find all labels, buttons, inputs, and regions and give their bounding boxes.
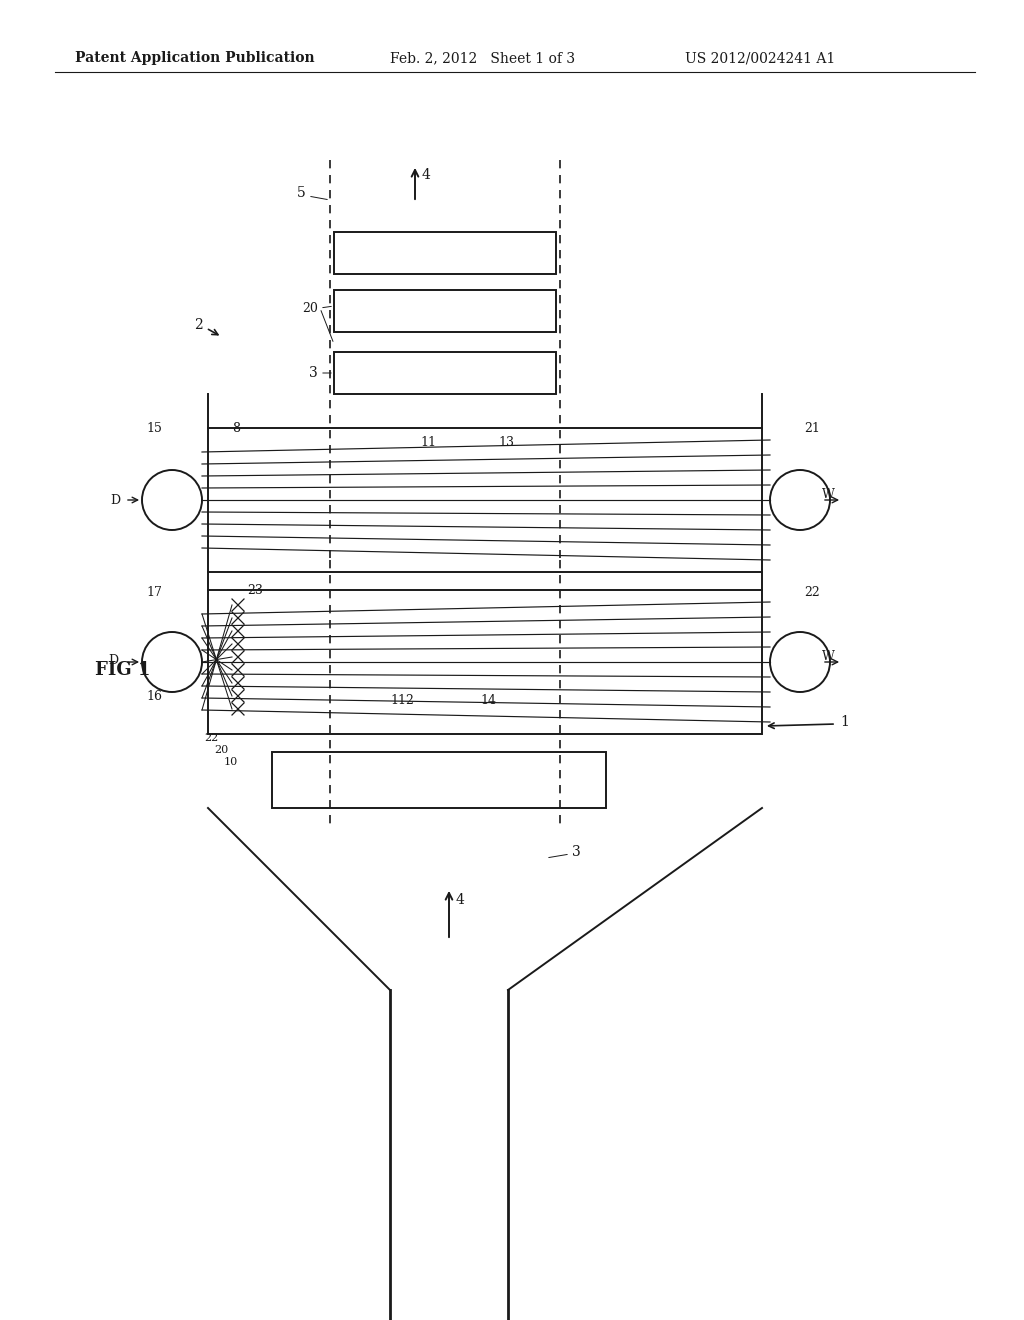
Text: 21: 21 bbox=[804, 421, 820, 434]
Text: W: W bbox=[822, 488, 835, 502]
Text: US 2012/0024241 A1: US 2012/0024241 A1 bbox=[685, 51, 836, 65]
Text: 3: 3 bbox=[309, 366, 318, 380]
Text: 4: 4 bbox=[456, 894, 465, 907]
Text: 15: 15 bbox=[146, 421, 162, 434]
Text: 8: 8 bbox=[232, 421, 240, 434]
Circle shape bbox=[770, 470, 830, 531]
Bar bbox=[208, 590, 762, 734]
Text: 5: 5 bbox=[297, 186, 306, 201]
Text: 3: 3 bbox=[572, 845, 581, 859]
Circle shape bbox=[770, 632, 830, 692]
Text: FIG 1: FIG 1 bbox=[95, 661, 151, 678]
Bar bbox=[272, 752, 606, 808]
Text: 17: 17 bbox=[146, 586, 162, 598]
Bar bbox=[334, 232, 556, 275]
Text: 2: 2 bbox=[195, 318, 203, 333]
Text: D: D bbox=[110, 494, 120, 507]
Bar bbox=[334, 352, 556, 393]
Text: 4: 4 bbox=[422, 168, 431, 182]
Text: 112: 112 bbox=[390, 693, 414, 706]
Text: 1: 1 bbox=[840, 715, 849, 729]
Text: 20: 20 bbox=[214, 744, 228, 755]
Text: 16: 16 bbox=[146, 689, 162, 702]
Bar bbox=[208, 428, 762, 572]
Text: 22: 22 bbox=[804, 586, 820, 598]
Text: 20: 20 bbox=[302, 301, 318, 314]
Text: W: W bbox=[822, 651, 835, 664]
Text: 22: 22 bbox=[204, 733, 218, 743]
Text: 14: 14 bbox=[480, 693, 496, 706]
Text: 23: 23 bbox=[247, 583, 263, 597]
Text: D: D bbox=[108, 653, 118, 667]
Circle shape bbox=[142, 632, 202, 692]
Bar bbox=[334, 290, 556, 333]
Circle shape bbox=[142, 470, 202, 531]
Text: Feb. 2, 2012   Sheet 1 of 3: Feb. 2, 2012 Sheet 1 of 3 bbox=[390, 51, 575, 65]
Text: Patent Application Publication: Patent Application Publication bbox=[75, 51, 314, 65]
Text: 10: 10 bbox=[224, 756, 239, 767]
Text: 11: 11 bbox=[420, 436, 436, 449]
Text: 13: 13 bbox=[498, 436, 514, 449]
